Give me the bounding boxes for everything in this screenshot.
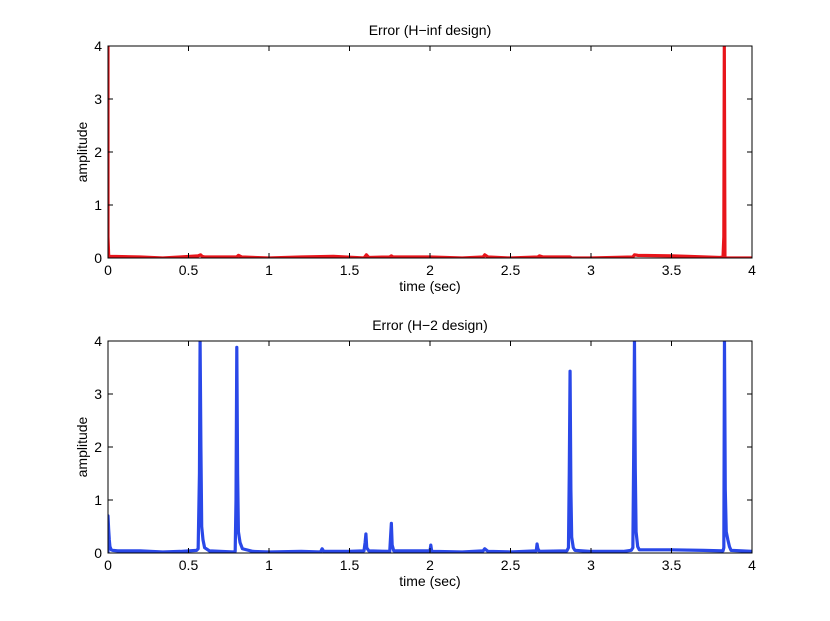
y-axis-label: amplitude: [74, 416, 90, 477]
x-tick-label: 3: [587, 262, 595, 278]
x-tick-label: 2.5: [501, 262, 521, 278]
y-tick-label: 1: [94, 197, 102, 213]
chart-title: Error (H−inf design): [369, 22, 492, 38]
x-tick-label: 3: [587, 557, 595, 573]
x-tick-label: 0: [104, 557, 112, 573]
x-tick-label: 0: [104, 262, 112, 278]
x-axis-label: time (sec): [399, 278, 460, 294]
plot-frame: [107, 340, 753, 554]
x-tick-label: 4: [748, 557, 756, 573]
x-tick-label: 2: [426, 262, 434, 278]
x-tick-label: 4: [748, 262, 756, 278]
x-tick-label: 0.5: [179, 557, 199, 573]
x-tick-label: 1: [265, 262, 273, 278]
subplot-2: 0 0.5 1 1.5 2 2.5 3 3.5 4 0 1 2 3 4 Error (H−2 design)…: [74, 317, 756, 589]
x-tick-label: 1.5: [340, 557, 360, 573]
x-tick-label: 2: [426, 557, 434, 573]
y-tick-label: 2: [94, 144, 102, 160]
y-tick-label: 0: [94, 250, 102, 266]
x-tick-label: 2.5: [501, 557, 521, 573]
series-line-1-1: [108, 46, 752, 258]
y-axis-label: amplitude: [74, 121, 90, 182]
x-tick-label: 1: [265, 557, 273, 573]
y-tick-label: 3: [94, 91, 102, 107]
y-tick-label: 0: [94, 545, 102, 561]
x-tick-label: 1.5: [340, 262, 360, 278]
y-tick-label: 2: [94, 439, 102, 455]
x-tick-label: 3.5: [662, 557, 682, 573]
y-tick-label: 4: [94, 333, 102, 349]
y-tick-label: 1: [94, 492, 102, 508]
chart-title: Error (H−2 design): [372, 317, 488, 333]
x-tick-label: 0.5: [179, 262, 199, 278]
x-axis-label: time (sec): [399, 573, 460, 589]
x-tick-label: 3.5: [662, 262, 682, 278]
subplot-1: 0 0.5 1 1.5 2 2.5 3 3.5 4 0 1 2 3 4 Error (H−inf desig…: [74, 22, 756, 294]
y-tick-label: 3: [94, 386, 102, 402]
plot-frame: [107, 45, 753, 259]
series-line-2-1: [108, 341, 752, 553]
y-tick-label: 4: [94, 38, 102, 54]
